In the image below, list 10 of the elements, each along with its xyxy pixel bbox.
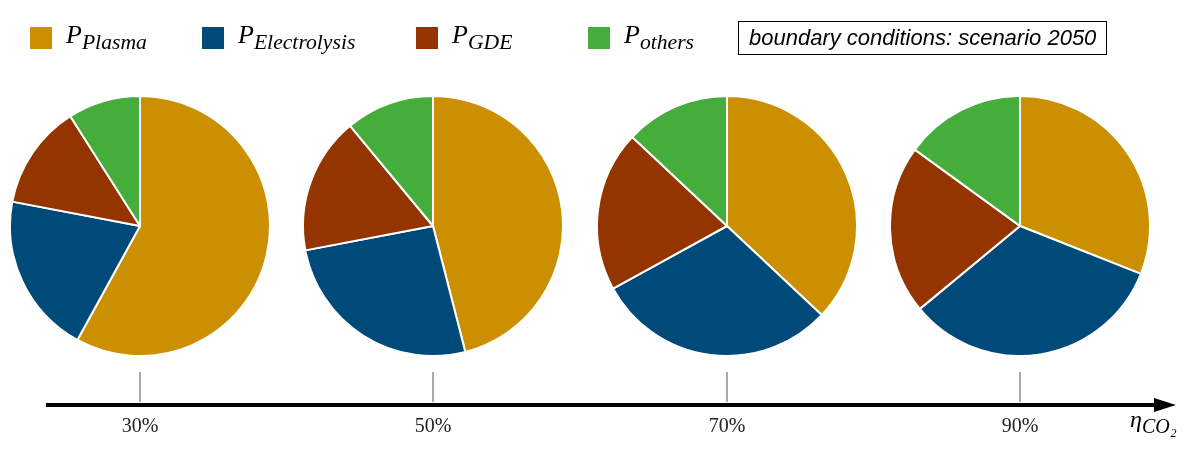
legend-label: P$_{Plasma}$ [66, 20, 147, 56]
legend-label: P$_{Electrolysis}$ [238, 20, 356, 56]
legend-label: P$_{others}$ [624, 20, 695, 56]
text: 30% [121, 414, 159, 436]
text: 50% [414, 414, 452, 436]
text: boundary conditions: scenario 2050 [738, 20, 1108, 55]
text: 70% [708, 414, 746, 436]
legend-label: P$_{GDE}$ [452, 20, 513, 56]
text: η$_{CO₂}$ [1130, 406, 1177, 438]
text: 90% [1001, 414, 1039, 436]
